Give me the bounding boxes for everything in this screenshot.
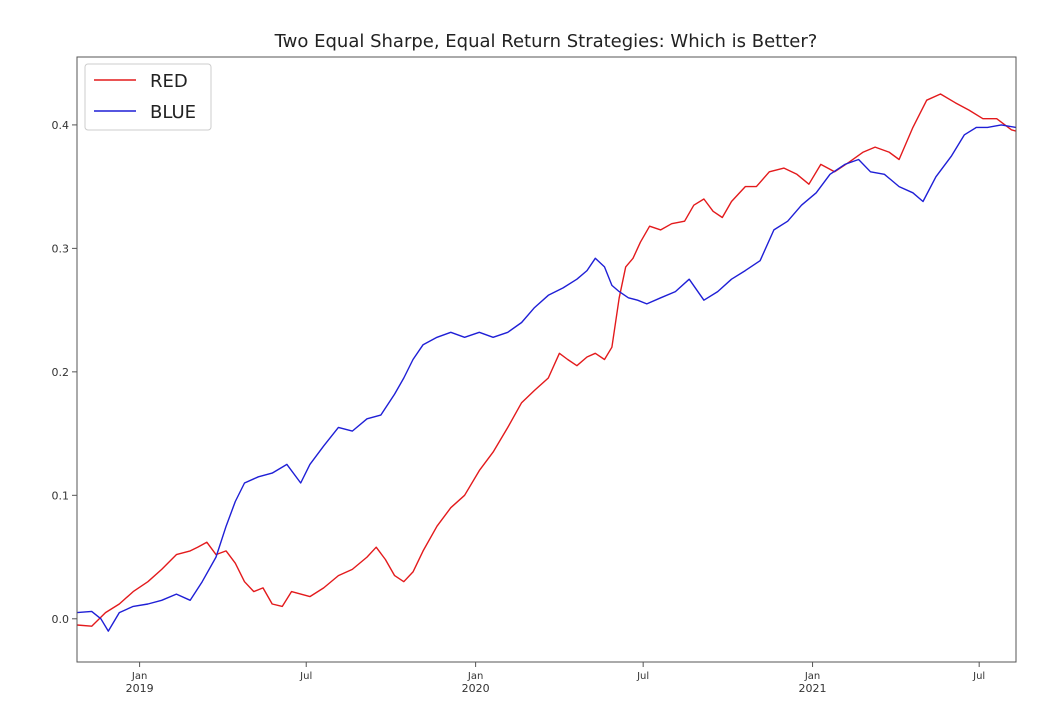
x-tick-year-label: 2020 xyxy=(462,682,490,695)
legend-label-blue: BLUE xyxy=(150,102,196,123)
y-tick-label: 0.0 xyxy=(52,613,70,626)
x-tick-year-label: 2021 xyxy=(799,682,827,695)
y-tick-label: 0.3 xyxy=(52,242,70,255)
chart-title: Two Equal Sharpe, Equal Return Strategie… xyxy=(274,31,818,52)
series-line-red xyxy=(77,93,1016,627)
plot-frame xyxy=(76,56,1017,663)
series-line-blue xyxy=(77,124,1016,632)
x-tick-label: Jul xyxy=(972,671,985,682)
x-tick-label: Jul xyxy=(636,671,649,682)
x-tick-label: Jan xyxy=(467,671,483,682)
x-tick-label: Jul xyxy=(299,671,312,682)
x-tick-year-label: 2019 xyxy=(126,682,154,695)
y-tick-label: 0.1 xyxy=(52,489,70,502)
y-axis: 0.0 0.1 0.2 0.3 0.4 xyxy=(52,119,77,626)
x-tick-label: Jan xyxy=(804,671,820,682)
chart-legend: RED BLUE xyxy=(84,63,212,131)
legend-label-red: RED xyxy=(150,71,188,92)
y-tick-label: 0.4 xyxy=(52,119,70,132)
y-tick-label: 0.2 xyxy=(52,366,70,379)
x-tick-label: Jan xyxy=(131,671,147,682)
